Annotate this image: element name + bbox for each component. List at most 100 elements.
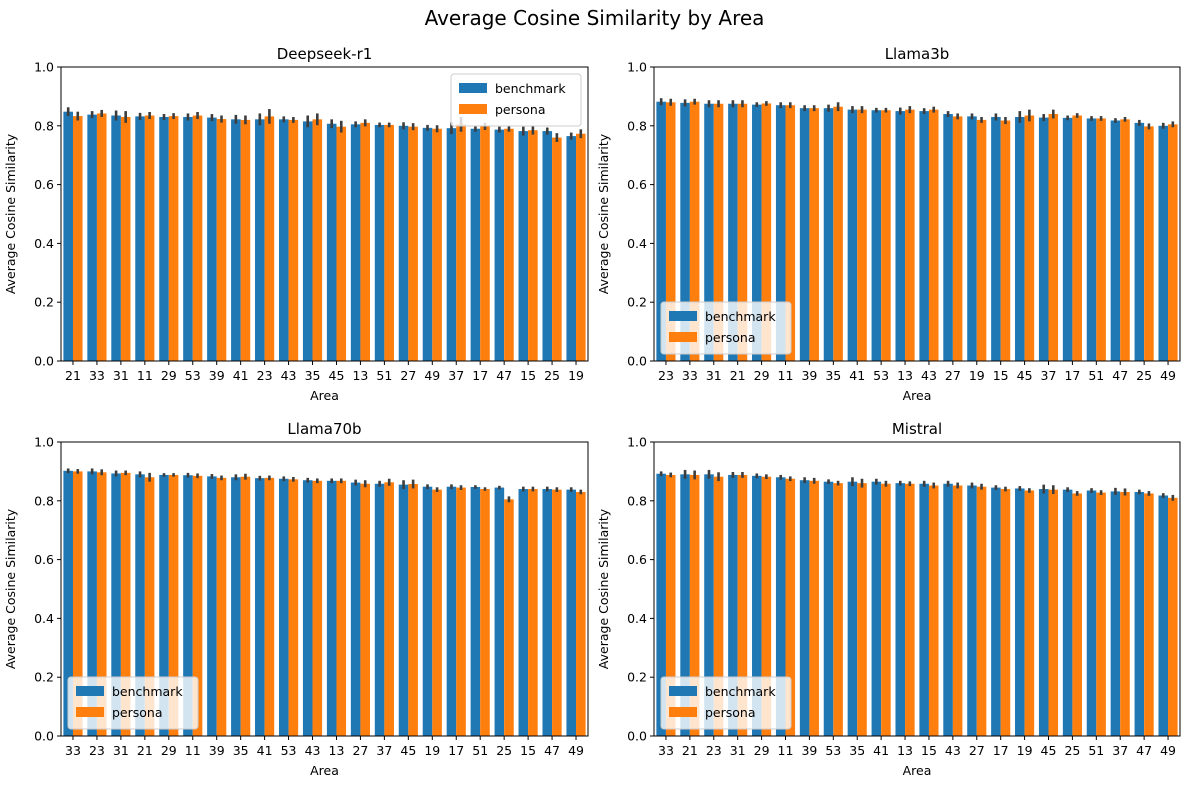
- bar-benchmark: [255, 119, 265, 361]
- bar-persona: [1024, 115, 1035, 361]
- bar-persona: [976, 119, 987, 361]
- x-tick-label: 11: [185, 743, 201, 758]
- y-tick-label: 0.6: [34, 552, 54, 567]
- x-tick-label: 31: [113, 743, 129, 758]
- x-tick-label: 29: [161, 368, 177, 383]
- bar-benchmark: [566, 489, 577, 736]
- subplot-title: Llama70b: [287, 420, 361, 438]
- x-tick-label: 11: [137, 368, 153, 383]
- y-tick-label: 0.2: [34, 670, 54, 685]
- bar-persona: [168, 474, 179, 736]
- x-tick-label: 27: [969, 743, 985, 758]
- legend-swatch-benchmark: [459, 83, 487, 93]
- y-tick-label: 0.6: [627, 552, 647, 567]
- x-tick-label: 29: [754, 743, 770, 758]
- subplot-deepseek-r1: 0.0 0.2 0.4 0.6 0.8 1.0 21 33 31 11 29 53 39 41 23 43 35…: [3, 45, 589, 403]
- bar-benchmark: [1086, 490, 1097, 736]
- bar-benchmark: [1015, 116, 1025, 361]
- bar-benchmark: [183, 475, 193, 736]
- x-tick-label: 19: [969, 368, 985, 383]
- bar-benchmark: [231, 477, 241, 736]
- bar-persona: [665, 102, 676, 361]
- x-tick-label: 37: [1112, 743, 1128, 758]
- y-tick-label: 0.8: [627, 118, 647, 133]
- y-tick-label: 0.8: [34, 493, 54, 508]
- y-tick-label: 0.4: [627, 236, 647, 251]
- y-tick-label: 0.8: [627, 493, 647, 508]
- bar-benchmark: [704, 474, 714, 736]
- bar-persona: [905, 109, 915, 361]
- legend-label-persona: persona: [112, 705, 163, 720]
- bar-benchmark: [1134, 491, 1145, 736]
- x-tick-label: 15: [520, 743, 536, 758]
- x-tick-label: 35: [825, 368, 841, 383]
- bar-persona: [192, 475, 203, 736]
- x-tick-label: 41: [233, 368, 249, 383]
- bar-persona: [456, 124, 466, 361]
- x-tick-label: 45: [1017, 368, 1033, 383]
- bar-persona: [432, 489, 442, 736]
- bar-persona: [928, 109, 939, 361]
- x-tick-label: 39: [801, 743, 817, 758]
- bar-benchmark: [1158, 495, 1169, 736]
- bar-persona: [336, 480, 347, 736]
- x-tick-label: 17: [1064, 368, 1080, 383]
- bar-benchmark: [752, 475, 762, 736]
- bar-persona: [96, 472, 107, 736]
- x-tick-label: 21: [682, 743, 698, 758]
- y-tick-label: 0.2: [627, 295, 647, 310]
- bar-benchmark: [350, 482, 361, 736]
- bar-benchmark: [1015, 488, 1025, 736]
- x-tick-label: 31: [706, 368, 722, 383]
- x-tick-label: 39: [209, 743, 225, 758]
- legend-label-persona: persona: [495, 102, 546, 117]
- bar-benchmark: [728, 474, 738, 736]
- bar-persona: [288, 119, 299, 361]
- bar-persona: [72, 116, 83, 361]
- bar-benchmark: [207, 476, 217, 736]
- bar-benchmark: [111, 115, 121, 361]
- x-tick-label: 31: [113, 368, 129, 383]
- x-tick-label: 51: [1088, 368, 1104, 383]
- bar-persona: [192, 115, 203, 361]
- bar-benchmark: [991, 487, 1001, 736]
- bar-persona: [312, 480, 323, 736]
- bar-benchmark: [728, 103, 738, 361]
- legend-label-benchmark: benchmark: [112, 684, 183, 699]
- x-tick-label: 39: [801, 368, 817, 383]
- bar-persona: [528, 489, 538, 736]
- x-tick-label: 19: [1017, 743, 1033, 758]
- x-tick-label: 17: [472, 368, 488, 383]
- bar-persona: [144, 115, 155, 361]
- y-tick-label: 0.0: [627, 354, 647, 369]
- x-tick-label: 15: [921, 743, 937, 758]
- bar-persona: [96, 113, 107, 361]
- legend: benchmark persona: [67, 676, 199, 730]
- bar-persona: [576, 491, 586, 736]
- bar-persona: [408, 126, 418, 362]
- bar-persona: [1120, 491, 1130, 736]
- y-tick-label: 0.2: [627, 670, 647, 685]
- bar-persona: [857, 109, 867, 361]
- bar-persona: [384, 482, 394, 736]
- x-tick-label: 13: [352, 368, 368, 383]
- subplot-llama3b: 0.0 0.2 0.4 0.6 0.8 1.0 23 33 31 21 29 11 39 35 41 53 13…: [596, 45, 1181, 403]
- bar-benchmark: [799, 108, 810, 361]
- x-tick-label: 43: [305, 743, 321, 758]
- x-tick-label: 23: [89, 743, 105, 758]
- x-tick-label: 13: [897, 743, 913, 758]
- bar-persona: [480, 126, 490, 361]
- bar-benchmark: [704, 103, 714, 361]
- bar-benchmark: [919, 111, 929, 361]
- bar-persona: [264, 116, 275, 361]
- bar-benchmark: [680, 102, 690, 362]
- bar-benchmark: [1110, 120, 1121, 361]
- bar-persona: [1144, 493, 1154, 736]
- y-tick-label: 0.0: [34, 729, 54, 744]
- legend: benchmark persona: [450, 73, 582, 127]
- x-tick-label: 53: [873, 368, 889, 383]
- x-tick-label: 19: [424, 743, 440, 758]
- bar-persona: [72, 471, 83, 736]
- bar-persona: [480, 489, 490, 736]
- bar-benchmark: [823, 481, 834, 736]
